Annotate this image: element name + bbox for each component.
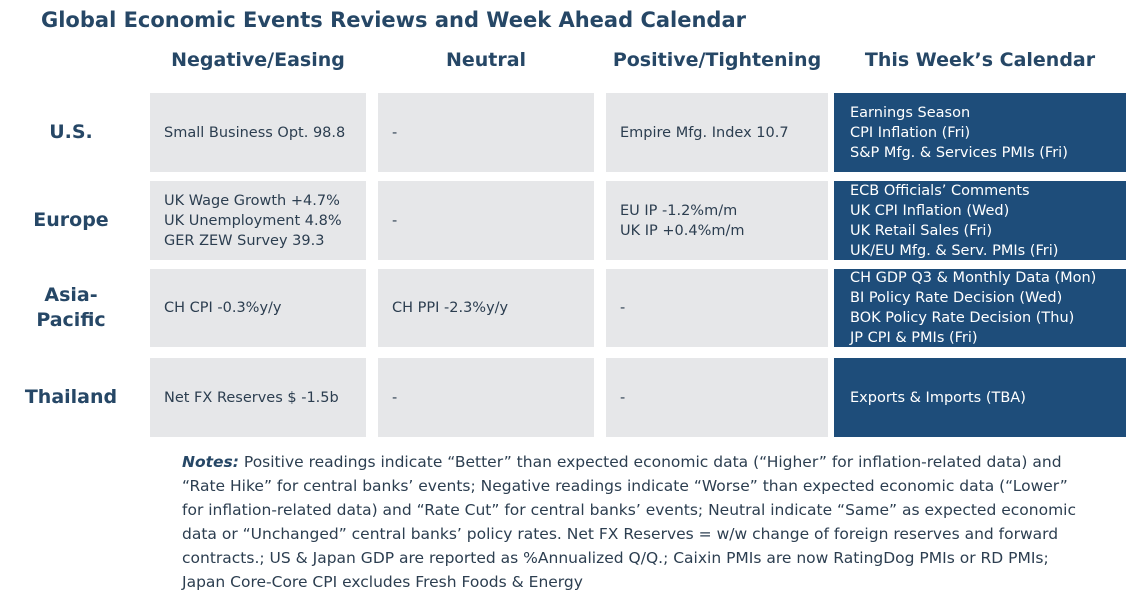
cell-positive: Empire Mfg. Index 10.7 <box>606 93 828 172</box>
cell-neutral: - <box>378 181 594 260</box>
calendar-item: UK/EU Mfg. & Serv. PMIs (Fri) <box>850 242 1059 259</box>
cell-neutral: - <box>378 93 594 172</box>
calendar-item: CPI Inflation (Fri) <box>850 124 971 141</box>
cell-positive: EU IP -1.2%m/m UK IP +0.4%m/m <box>606 181 828 260</box>
negative-item: UK Unemployment 4.8% <box>164 212 342 229</box>
cell-calendar: CH GDP Q3 & Monthly Data (Mon) BI Policy … <box>834 269 1126 347</box>
positive-item: Empire Mfg. Index 10.7 <box>620 124 789 141</box>
positive-item: - <box>620 389 626 406</box>
calendar-item: CH GDP Q3 & Monthly Data (Mon) <box>850 270 1097 286</box>
row-header-u-s: U.S. <box>49 121 93 143</box>
calendar-item: Earnings Season <box>850 104 971 121</box>
cell-negative: Small Business Opt. 98.8 <box>150 93 366 172</box>
positive-item: EU IP -1.2%m/m <box>620 202 738 219</box>
calendar-item: UK CPI Inflation (Wed) <box>850 202 1010 219</box>
cell-negative: CH CPI -0.3%y/y <box>150 269 366 347</box>
cell-calendar: ECB Officials’ Comments UK CPI Inflation … <box>834 181 1126 260</box>
row-header-thailand: Thailand <box>24 386 118 408</box>
negative-item: CH CPI -0.3%y/y <box>164 300 282 316</box>
calendar-item: BI Policy Rate Decision (Wed) <box>850 290 1063 306</box>
page-title: Global Economic Events Reviews and Week … <box>41 8 746 32</box>
notes-text: Positive readings indicate “Better” than… <box>182 453 1077 591</box>
cell-positive: - <box>606 269 828 347</box>
cell-positive: - <box>606 358 828 437</box>
cell-neutral: CH PPI -2.3%y/y <box>378 269 594 347</box>
negative-item: UK Wage Growth +4.7% <box>164 192 340 209</box>
calendar-item: Exports & Imports (TBA) <box>850 389 1026 406</box>
calendar-item: S&P Mfg. & Services PMIs (Fri) <box>850 144 1068 161</box>
negative-item: Net FX Reserves $ -1.5b <box>164 389 339 406</box>
neutral-item: - <box>392 212 398 229</box>
calendar-item: BOK Policy Rate Decision (Thu) <box>850 310 1075 326</box>
cell-negative: UK Wage Growth +4.7% UK Unemployment 4.8%… <box>150 181 366 260</box>
positive-item: - <box>620 300 626 316</box>
calendar-item: UK Retail Sales (Fri) <box>850 222 993 239</box>
column-header-calendar: This Week’s Calendar <box>864 49 1096 71</box>
row-header-europe: Europe <box>33 209 109 231</box>
notes: Notes: Positive readings indicate “Bette… <box>182 450 1087 594</box>
cell-negative: Net FX Reserves $ -1.5b <box>150 358 366 437</box>
column-header-neutral: Neutral <box>445 49 527 71</box>
neutral-item: - <box>392 124 398 141</box>
column-header-negative: Negative/Easing <box>171 49 345 71</box>
notes-label: Notes: <box>182 453 239 471</box>
negative-item: Small Business Opt. 98.8 <box>164 124 346 141</box>
row-header-asia-pacific: Asia- Pacific <box>36 284 106 331</box>
negative-item: GER ZEW Survey 39.3 <box>164 232 325 249</box>
cell-calendar: Exports & Imports (TBA) <box>834 358 1126 437</box>
column-header-positive: Positive/Tightening <box>612 49 822 71</box>
neutral-item: CH PPI -2.3%y/y <box>392 300 509 316</box>
positive-item: UK IP +0.4%m/m <box>620 222 745 239</box>
cell-calendar: Earnings Season CPI Inflation (Fri) S&P Mf… <box>834 93 1126 172</box>
calendar-item: ECB Officials’ Comments <box>850 182 1030 199</box>
calendar-item: JP CPI & PMIs (Fri) <box>850 330 978 346</box>
neutral-item: - <box>392 389 398 406</box>
cell-neutral: - <box>378 358 594 437</box>
